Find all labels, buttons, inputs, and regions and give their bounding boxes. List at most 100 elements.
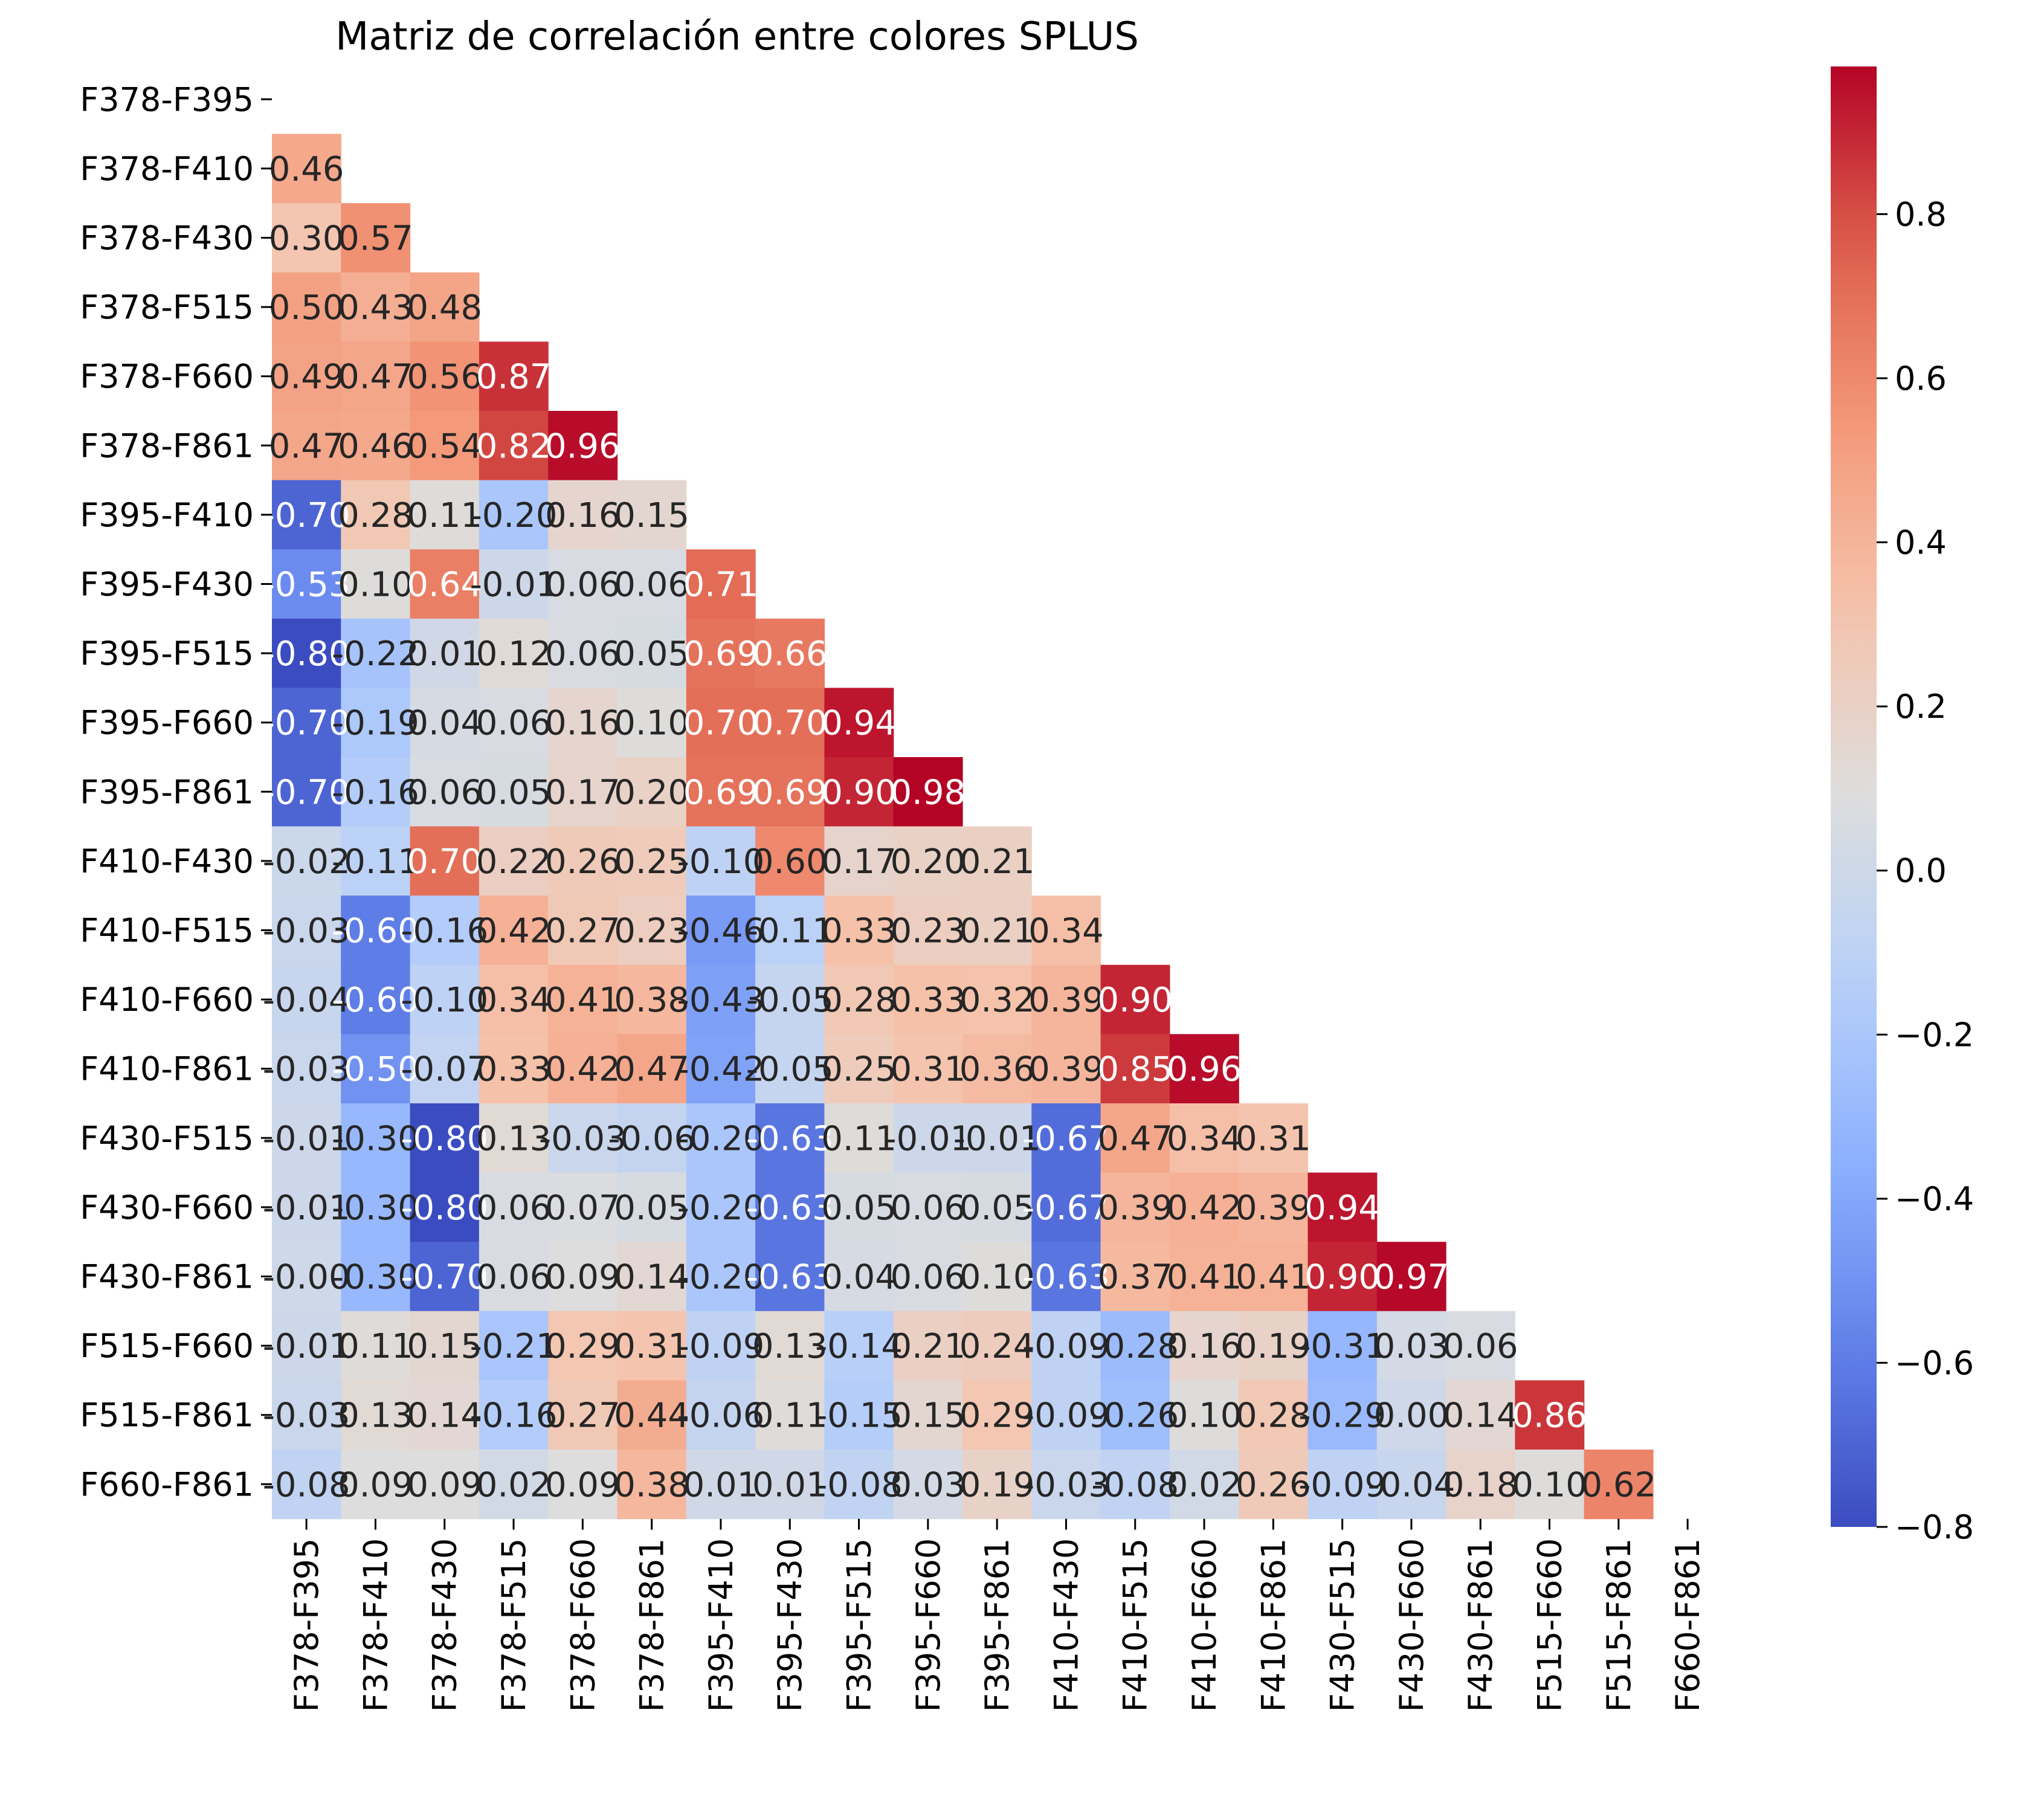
cell-value-label: 0.17 <box>821 842 897 882</box>
heatmap-cell <box>410 1242 480 1312</box>
heatmap-cell <box>548 826 618 896</box>
heatmap-cell <box>1239 1242 1309 1312</box>
heatmap-cell <box>1031 1103 1101 1173</box>
heatmap-cell <box>479 1380 549 1450</box>
y-tick-label: F410-F430 <box>80 842 254 880</box>
heatmap-cell <box>410 826 480 896</box>
heatmap-cell <box>824 1034 894 1104</box>
y-axis: F378-F395 F378-F410 F378-F430 F378-F515 F378… <box>80 80 272 1503</box>
cell-value-label: -0.02 <box>263 842 350 882</box>
cell-value-label: -0.50 <box>332 1050 419 1089</box>
heatmap-cell <box>272 134 341 204</box>
cell-value-label: 0.47 <box>614 1050 689 1089</box>
cell-value-label: 0.94 <box>821 704 897 743</box>
cell-value-label: 0.49 <box>269 358 344 397</box>
cell-value-label: -0.01 <box>470 566 558 605</box>
x-tick-label: F395-F660 <box>909 1538 947 1712</box>
cell-value-label: 0.31 <box>614 1327 689 1366</box>
heatmap-cell <box>617 895 687 966</box>
heatmap-cell <box>548 1242 618 1312</box>
cell-value-label: 0.85 <box>1097 1050 1173 1089</box>
cell-value-label: 0.23 <box>614 912 689 951</box>
y-tick-label: F410-F660 <box>80 981 254 1019</box>
heatmap-cell <box>272 1311 341 1381</box>
heatmap-cell <box>1515 1380 1585 1450</box>
cell-value-label: 0.41 <box>1236 1258 1311 1297</box>
heatmap-cell <box>1100 1450 1170 1520</box>
heatmap-cell <box>479 895 549 966</box>
cell-value-label: 0.06 <box>614 566 689 605</box>
heatmap-cell <box>1169 1034 1239 1104</box>
heatmap-cell <box>1307 1380 1378 1450</box>
cell-value-label: 0.06 <box>1443 1327 1518 1366</box>
cell-value-label: 0.26 <box>545 842 621 882</box>
cell-value-label: 0.69 <box>683 773 759 812</box>
cell-value-label: 0.03 <box>1374 1327 1449 1366</box>
heatmap-cell <box>893 895 963 966</box>
heatmap-cell <box>824 826 894 896</box>
cell-value-label: 0.01 <box>752 1465 828 1505</box>
heatmap-cell <box>272 1103 341 1173</box>
cell-value-label: -0.20 <box>677 1119 764 1158</box>
heatmap-cell <box>824 1242 894 1312</box>
heatmap-cell <box>1239 1450 1309 1520</box>
heatmap-cell <box>1446 1311 1515 1381</box>
cell-value-label: 0.21 <box>959 842 1035 882</box>
colorbar-tick-label: −0.4 <box>1895 1180 1974 1218</box>
heatmap-cell <box>1446 1450 1515 1520</box>
heatmap-cell <box>686 549 756 619</box>
cell-value-label: -0.14 <box>815 1327 903 1366</box>
heatmap-cell <box>962 1172 1032 1242</box>
heatmap-cell <box>272 1242 341 1312</box>
cell-value-label: 0.20 <box>891 842 966 882</box>
cell-value-label: -0.01 <box>953 1119 1041 1158</box>
x-tick-label: F660-F861 <box>1669 1538 1707 1712</box>
y-tick-label: F430-F515 <box>80 1119 254 1157</box>
heatmap-cell <box>272 1380 341 1450</box>
heatmap-cell <box>1376 1380 1446 1450</box>
cell-value-label: 0.06 <box>476 1189 552 1228</box>
cell-value-label: 0.22 <box>476 842 552 882</box>
heatmap-cell <box>1376 1242 1446 1312</box>
cell-value-label: -0.60 <box>332 981 419 1020</box>
cell-value-label: -0.01 <box>263 1189 350 1228</box>
cell-value-label: 0.26 <box>1236 1465 1311 1505</box>
cell-value-label: 0.10 <box>614 704 689 743</box>
heatmap-cell <box>548 1172 618 1242</box>
cell-value-label: 0.32 <box>959 981 1035 1020</box>
cell-value-label: 0.38 <box>614 1465 689 1505</box>
heatmap-cell <box>962 826 1032 896</box>
heatmap-cell <box>548 480 618 550</box>
cell-value-label: -0.01 <box>884 1119 972 1158</box>
heatmap-cell <box>1031 1450 1101 1520</box>
heatmap-cell <box>341 618 411 688</box>
cell-value-label: -0.70 <box>263 496 350 535</box>
colorbar-tick-label: 0.0 <box>1895 852 1947 890</box>
cell-value-label: -0.30 <box>332 1258 419 1297</box>
heatmap-cell <box>617 964 687 1034</box>
heatmap-cell <box>1100 1103 1170 1173</box>
cell-value-label: 0.25 <box>821 1050 897 1089</box>
y-tick-label: F395-F861 <box>80 773 254 811</box>
heatmap-cell <box>272 1172 341 1242</box>
y-tick-label: F660-F861 <box>80 1465 254 1503</box>
heatmap-cell <box>341 1103 411 1173</box>
heatmap-cell <box>410 757 480 827</box>
cell-value-label: 0.21 <box>891 1327 966 1366</box>
cell-value-label: -0.20 <box>470 496 558 535</box>
heatmap-cell <box>1031 1311 1101 1381</box>
cell-value-label: 0.37 <box>1097 1258 1173 1297</box>
x-tick-label: F430-F660 <box>1393 1538 1431 1712</box>
heatmap-cell <box>548 895 618 966</box>
heatmap-cell <box>410 1103 480 1173</box>
cell-value-label: -0.70 <box>401 1258 488 1297</box>
heatmap-cell <box>686 1103 756 1173</box>
cell-value-label: 0.28 <box>821 981 897 1020</box>
cell-value-label: 0.39 <box>1097 1189 1173 1228</box>
x-tick-label: F395-F515 <box>840 1538 879 1712</box>
colorbar-tick-label: 0.8 <box>1895 195 1947 233</box>
heatmap-cell <box>1031 1034 1101 1104</box>
cell-value-label: 0.70 <box>683 704 759 743</box>
cell-value-label: 0.34 <box>1028 912 1104 951</box>
cell-value-label: 0.10 <box>338 566 413 605</box>
